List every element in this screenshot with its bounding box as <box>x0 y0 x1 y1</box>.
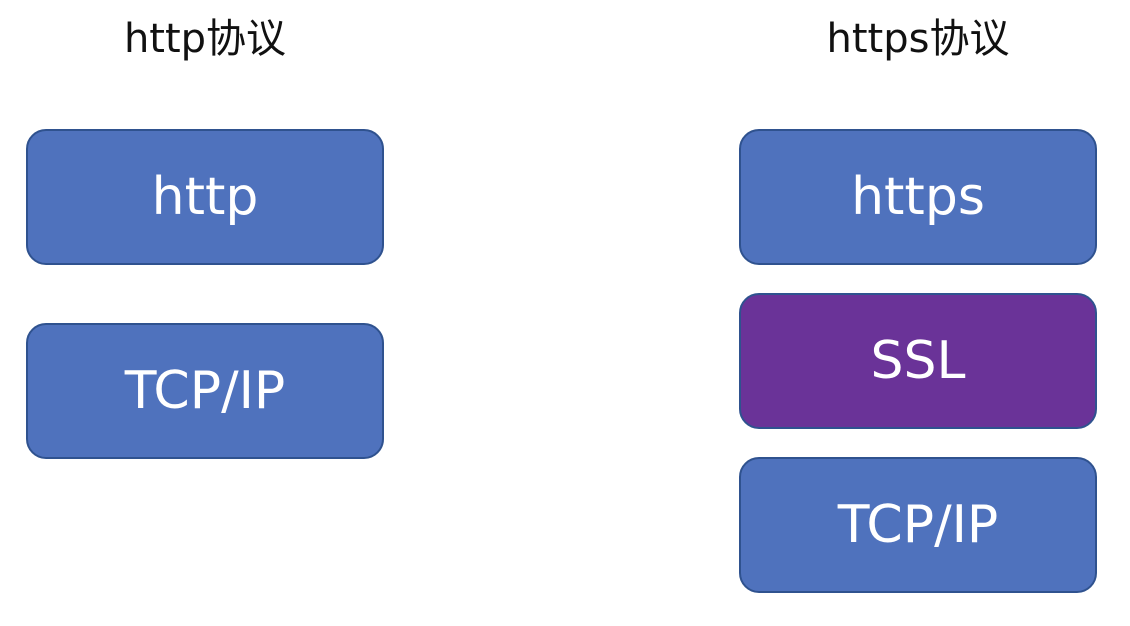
tcpip-layer-box-left: TCP/IP <box>26 323 384 459</box>
http-protocol-title: http协议 <box>123 16 287 62</box>
https-layer-box: https <box>739 129 1097 265</box>
ssl-layer-box: SSL <box>739 293 1097 429</box>
http-layer-box: http <box>26 129 384 265</box>
https-protocol-title: https协议 <box>826 16 1010 62</box>
tcpip-layer-box-right: TCP/IP <box>739 457 1097 593</box>
